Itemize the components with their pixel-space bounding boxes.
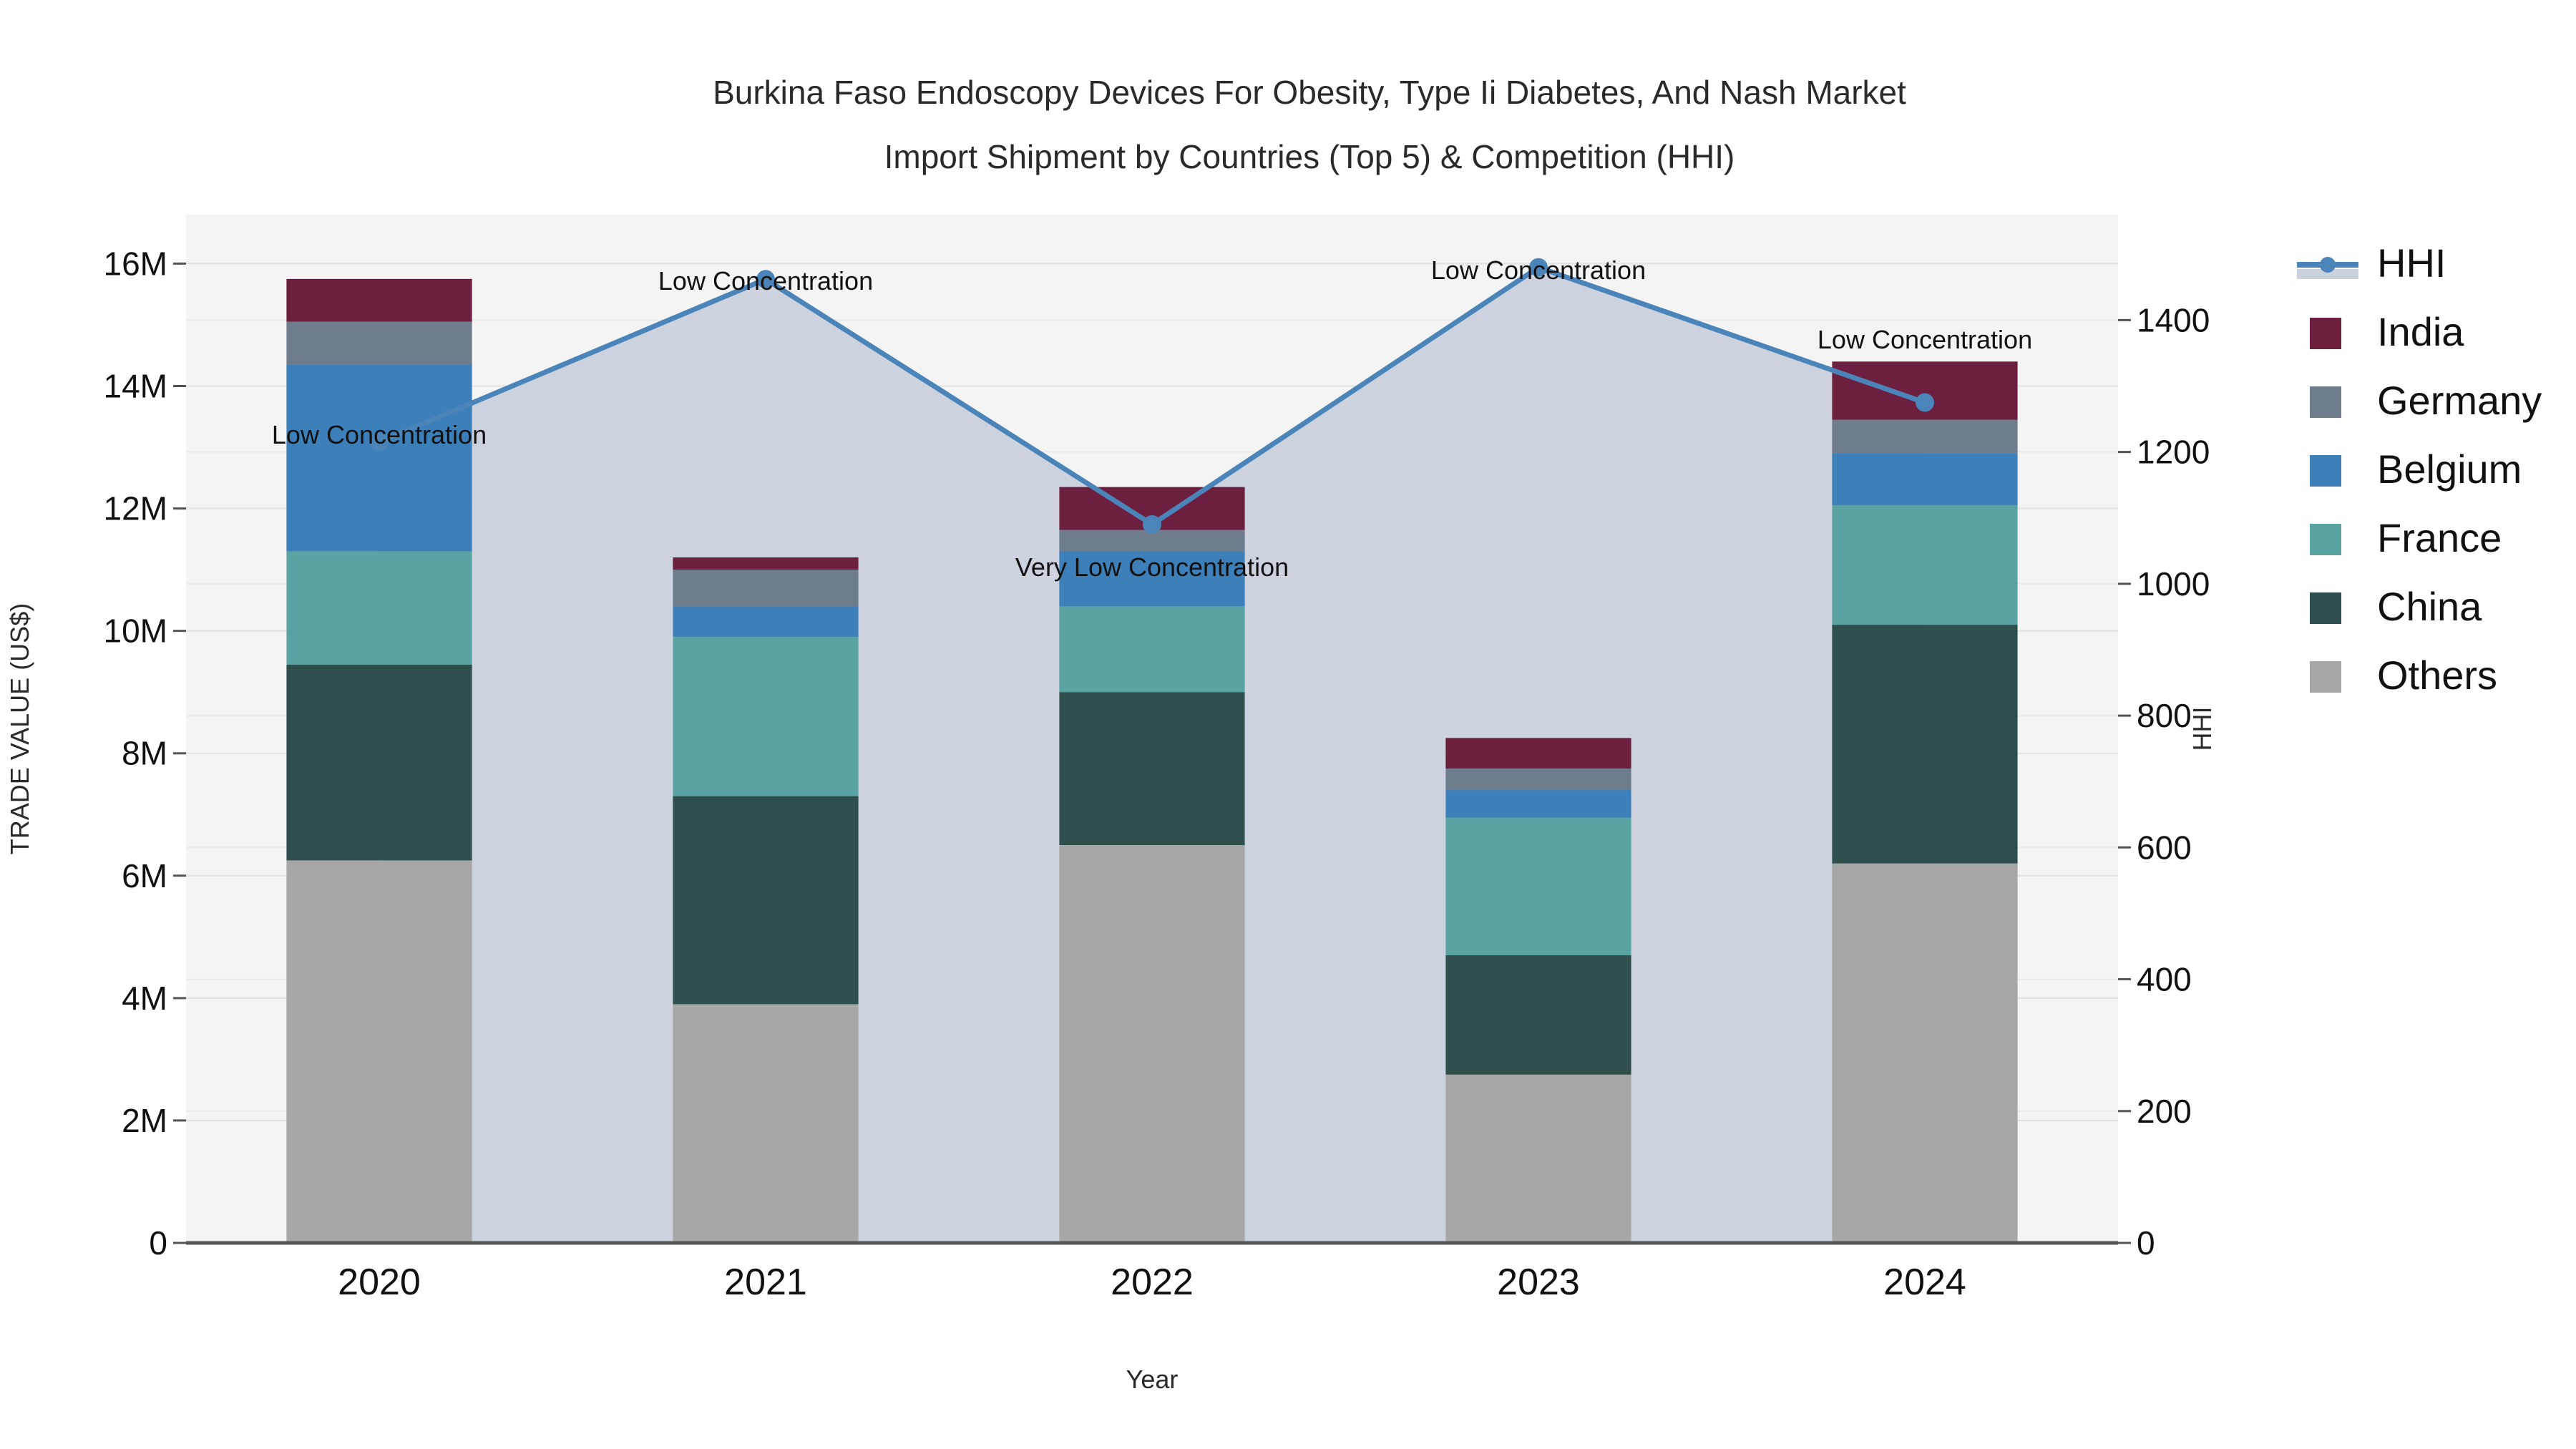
bar-segment-belgium-2022[interactable] bbox=[1059, 551, 1245, 607]
bar-segment-germany-2020[interactable] bbox=[286, 321, 472, 365]
y-axis-tick-label-left: 14M bbox=[104, 368, 167, 405]
chart-title-line-1: Burkina Faso Endoscopy Devices For Obesi… bbox=[713, 74, 1906, 111]
chart-title-line-2: Import Shipment by Countries (Top 5) & C… bbox=[884, 138, 1735, 175]
legend-label-france[interactable]: France bbox=[2377, 515, 2502, 560]
legend-label-hhi[interactable]: HHI bbox=[2377, 240, 2446, 286]
bar-segment-china-2020[interactable] bbox=[286, 664, 472, 861]
hhi-marker-2024[interactable] bbox=[1916, 393, 1934, 412]
legend-swatch-germany bbox=[2310, 386, 2341, 418]
bar-segment-india-2020[interactable] bbox=[286, 278, 472, 322]
legend-label-china[interactable]: China bbox=[2377, 584, 2482, 629]
bar-segment-others-2022[interactable] bbox=[1059, 845, 1245, 1243]
bar-segment-germany-2023[interactable] bbox=[1445, 769, 1631, 791]
bar-segment-china-2022[interactable] bbox=[1059, 692, 1245, 846]
x-axis-tick-label-2021: 2021 bbox=[724, 1262, 807, 1303]
x-axis-tick-label-2023: 2023 bbox=[1497, 1262, 1580, 1303]
bar-segment-france-2022[interactable] bbox=[1059, 606, 1245, 693]
bar-segment-india-2023[interactable] bbox=[1445, 738, 1631, 769]
annotation-2021: Low Concentration bbox=[658, 266, 873, 296]
y-axis-tick-label-left: 4M bbox=[122, 980, 167, 1017]
hhi-marker-2022[interactable] bbox=[1143, 514, 1161, 534]
x-axis-title: Year bbox=[1126, 1365, 1179, 1394]
legend-area-marker-hhi bbox=[2297, 269, 2358, 279]
y-axis-tick-label-right: 400 bbox=[2137, 961, 2192, 998]
legend-swatch-france bbox=[2310, 524, 2341, 555]
hhi-marker-2020[interactable] bbox=[370, 432, 389, 452]
y-axis-title-right: HHI bbox=[2187, 707, 2217, 751]
y-axis-tick-label-right: 1200 bbox=[2137, 434, 2210, 471]
y-axis-tick-label-left: 2M bbox=[122, 1102, 167, 1139]
x-axis-tick-label-2020: 2020 bbox=[338, 1262, 421, 1303]
legend-swatch-others bbox=[2310, 661, 2341, 693]
y-axis-tick-label-left: 8M bbox=[122, 735, 167, 772]
hhi-marker-2021[interactable] bbox=[756, 270, 775, 289]
y-axis-tick-label-right: 1400 bbox=[2137, 301, 2210, 338]
bar-segment-others-2021[interactable] bbox=[673, 1004, 859, 1243]
y-axis-tick-label-left: 16M bbox=[104, 245, 167, 282]
legend-swatch-india bbox=[2310, 318, 2341, 349]
bar-group-2020 bbox=[286, 278, 472, 1243]
y-axis-tick-label-right: 200 bbox=[2137, 1093, 2192, 1130]
bar-segment-china-2023[interactable] bbox=[1445, 955, 1631, 1075]
x-axis-tick-label-2024: 2024 bbox=[1883, 1262, 1966, 1303]
legend-swatch-china bbox=[2310, 592, 2341, 624]
legend-label-others[interactable]: Others bbox=[2377, 653, 2497, 698]
bar-segment-france-2024[interactable] bbox=[1832, 505, 2018, 625]
bar-segment-france-2021[interactable] bbox=[673, 637, 859, 796]
y-axis-tick-label-right: 600 bbox=[2137, 829, 2192, 866]
legend-point-marker-hhi bbox=[2320, 257, 2336, 273]
y-axis-tick-label-right: 1000 bbox=[2137, 565, 2210, 602]
legend-label-belgium[interactable]: Belgium bbox=[2377, 447, 2522, 492]
bar-segment-china-2024[interactable] bbox=[1832, 625, 2018, 864]
bar-segment-others-2024[interactable] bbox=[1832, 863, 2018, 1243]
bar-segment-france-2023[interactable] bbox=[1445, 817, 1631, 955]
y-axis-tick-label-left: 6M bbox=[122, 857, 167, 894]
annotation-2020: Low Concentration bbox=[272, 420, 487, 449]
bar-segment-china-2021[interactable] bbox=[673, 796, 859, 1005]
annotation-2024: Low Concentration bbox=[1818, 325, 2032, 354]
bar-segment-others-2020[interactable] bbox=[286, 860, 472, 1243]
y-axis-title-left: TRADE VALUE (US$) bbox=[5, 603, 34, 854]
bar-segment-belgium-2020[interactable] bbox=[286, 364, 472, 552]
legend-label-germany[interactable]: Germany bbox=[2377, 378, 2542, 423]
bar-segment-belgium-2023[interactable] bbox=[1445, 790, 1631, 818]
y-axis-tick-label-left: 0 bbox=[149, 1224, 167, 1262]
bar-group-2023 bbox=[1445, 738, 1631, 1243]
bar-segment-belgium-2021[interactable] bbox=[673, 606, 859, 638]
bar-group-2022 bbox=[1059, 487, 1245, 1243]
x-axis-tick-label-2022: 2022 bbox=[1111, 1262, 1194, 1303]
bar-segment-others-2023[interactable] bbox=[1445, 1074, 1631, 1243]
y-axis-tick-label-right: 800 bbox=[2137, 697, 2192, 734]
bar-segment-germany-2021[interactable] bbox=[673, 570, 859, 607]
bar-segment-india-2021[interactable] bbox=[673, 557, 859, 570]
legend-swatch-belgium bbox=[2310, 455, 2341, 487]
y-axis-tick-label-left: 10M bbox=[104, 613, 167, 650]
bar-segment-belgium-2024[interactable] bbox=[1832, 453, 2018, 506]
y-axis-tick-label-right: 0 bbox=[2137, 1224, 2155, 1262]
legend-label-india[interactable]: India bbox=[2377, 309, 2464, 354]
hhi-marker-2023[interactable] bbox=[1529, 258, 1548, 277]
bar-segment-france-2020[interactable] bbox=[286, 551, 472, 665]
bar-group-2021 bbox=[673, 557, 859, 1243]
bar-segment-germany-2024[interactable] bbox=[1832, 419, 2018, 454]
annotation-2023: Low Concentration bbox=[1431, 255, 1646, 285]
bar-group-2024 bbox=[1832, 361, 2018, 1243]
y-axis-tick-label-left: 12M bbox=[104, 490, 167, 527]
annotation-2022: Very Low Concentration bbox=[1015, 552, 1289, 582]
